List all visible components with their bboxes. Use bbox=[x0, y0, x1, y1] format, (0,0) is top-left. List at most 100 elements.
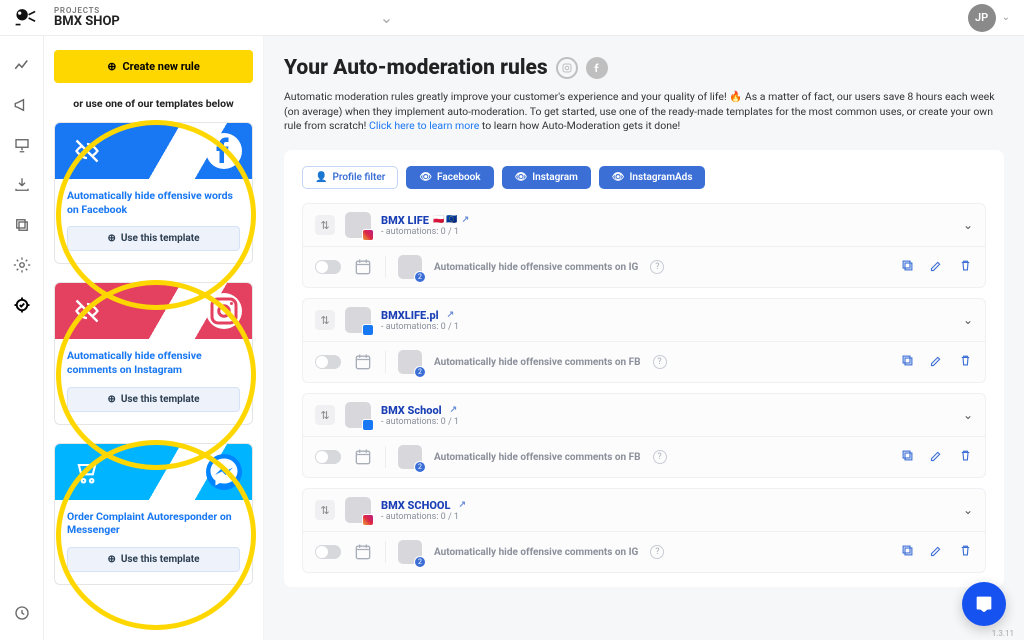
chevron-down-icon[interactable]: ⌄ bbox=[380, 8, 393, 27]
eye-icon: 👁 bbox=[515, 172, 528, 183]
profile-group: ⇅BMX LIFE 🇵🇱 🇪🇺 ↗- automations: 0 / 1⌄2A… bbox=[302, 203, 986, 288]
plus-icon: ⊕ bbox=[107, 554, 115, 565]
learn-more-link[interactable]: Click here to learn more bbox=[369, 119, 479, 132]
copy-icon[interactable] bbox=[900, 543, 915, 562]
user-avatar[interactable]: JP bbox=[968, 4, 996, 32]
user-icon: 👤 bbox=[315, 172, 327, 183]
nav-config[interactable] bbox=[11, 254, 33, 276]
rule-name: Automatically hide offensive comments on… bbox=[434, 452, 641, 463]
plus-icon: ⊕ bbox=[107, 60, 116, 73]
external-link-icon[interactable]: ↗ bbox=[462, 215, 470, 225]
use-template-button[interactable]: ⊕Use this template bbox=[67, 547, 240, 572]
rule-icon: 2 bbox=[398, 445, 422, 469]
rule-toggle[interactable] bbox=[315, 545, 341, 559]
external-link-icon[interactable]: ↗ bbox=[450, 405, 458, 415]
rule-name: Automatically hide offensive comments on… bbox=[434, 547, 638, 558]
group-header[interactable]: ⇅BMX LIFE 🇵🇱 🇪🇺 ↗- automations: 0 / 1⌄ bbox=[303, 204, 985, 246]
profile-filter-button[interactable]: 👤Profile filter bbox=[302, 166, 398, 189]
hide-icon bbox=[73, 297, 101, 325]
group-header[interactable]: ⇅BMX SCHOOL ↗- automations: 0 / 1⌄ bbox=[303, 489, 985, 531]
instagram-icon bbox=[556, 57, 578, 79]
calendar-icon[interactable] bbox=[353, 257, 373, 277]
drag-handle-icon[interactable]: ⇅ bbox=[315, 215, 335, 235]
cart-icon bbox=[73, 458, 101, 486]
chevron-down-icon[interactable]: ⌄ bbox=[963, 218, 973, 232]
group-title: BMXLIFE.pl ↗ bbox=[381, 309, 459, 322]
chevron-down-icon[interactable]: ⌄ bbox=[963, 408, 973, 422]
help-icon[interactable]: ? bbox=[650, 260, 664, 274]
rule-toggle[interactable] bbox=[315, 450, 341, 464]
profile-group: ⇅BMX SCHOOL ↗- automations: 0 / 1⌄2Autom… bbox=[302, 488, 986, 573]
facebook-icon bbox=[206, 133, 242, 169]
rule-row: 2 Automatically hide offensive comments o… bbox=[303, 531, 985, 572]
copy-icon[interactable] bbox=[900, 448, 915, 467]
calendar-icon[interactable] bbox=[353, 542, 373, 562]
edit-icon[interactable] bbox=[929, 258, 944, 277]
drag-handle-icon[interactable]: ⇅ bbox=[315, 405, 335, 425]
eye-icon: 👁 bbox=[612, 172, 625, 183]
rule-actions bbox=[900, 258, 973, 277]
calendar-icon[interactable] bbox=[353, 447, 373, 467]
chevron-down-icon[interactable]: ⌄ bbox=[963, 313, 973, 327]
edit-icon[interactable] bbox=[929, 448, 944, 467]
nav-analytics[interactable] bbox=[11, 54, 33, 76]
rule-toggle[interactable] bbox=[315, 355, 341, 369]
template-card-messenger: Order Complaint Autoresponder on Messeng… bbox=[54, 443, 253, 585]
edit-icon[interactable] bbox=[929, 543, 944, 562]
use-template-button[interactable]: ⊕Use this template bbox=[67, 226, 240, 251]
rule-icon: 2 bbox=[398, 540, 422, 564]
group-subtitle: - automations: 0 / 1 bbox=[381, 512, 466, 522]
instagram-filter-button[interactable]: 👁Instagram bbox=[502, 166, 591, 189]
facebook-icon bbox=[586, 57, 608, 79]
app-logo[interactable] bbox=[14, 5, 40, 31]
template-title: Automatically hide offensive comments on… bbox=[67, 349, 240, 376]
help-icon[interactable]: ? bbox=[650, 545, 664, 559]
delete-icon[interactable] bbox=[958, 543, 973, 562]
main-content: Your Auto-moderation rules Automatic mod… bbox=[264, 36, 1024, 640]
help-icon[interactable]: ? bbox=[653, 355, 667, 369]
external-link-icon[interactable]: ↗ bbox=[447, 310, 455, 320]
profile-icon bbox=[345, 212, 371, 238]
profile-icon bbox=[345, 307, 371, 333]
delete-icon[interactable] bbox=[958, 353, 973, 372]
messenger-icon bbox=[206, 454, 242, 490]
nav-presentation[interactable] bbox=[11, 134, 33, 156]
plus-icon: ⊕ bbox=[107, 394, 115, 405]
facebook-filter-button[interactable]: 👁Facebook bbox=[406, 166, 493, 189]
copy-icon[interactable] bbox=[900, 353, 915, 372]
rule-toggle[interactable] bbox=[315, 260, 341, 274]
template-title: Order Complaint Autoresponder on Messeng… bbox=[67, 510, 240, 537]
rule-row: 2 Automatically hide offensive comments o… bbox=[303, 436, 985, 477]
drag-handle-icon[interactable]: ⇅ bbox=[315, 500, 335, 520]
use-template-button[interactable]: ⊕Use this template bbox=[67, 387, 240, 412]
filter-row: 👤Profile filter 👁Facebook 👁Instagram 👁In… bbox=[302, 166, 986, 189]
drag-handle-icon[interactable]: ⇅ bbox=[315, 310, 335, 330]
create-rule-button[interactable]: ⊕ Create new rule bbox=[54, 50, 253, 83]
external-link-icon[interactable]: ↗ bbox=[458, 500, 466, 510]
instagramads-filter-button[interactable]: 👁InstagramAds bbox=[599, 166, 706, 189]
calendar-icon[interactable] bbox=[353, 352, 373, 372]
group-title: BMX School ↗ bbox=[381, 404, 459, 417]
nav-download[interactable] bbox=[11, 174, 33, 196]
edit-icon[interactable] bbox=[929, 353, 944, 372]
delete-icon[interactable] bbox=[958, 258, 973, 277]
delete-icon[interactable] bbox=[958, 448, 973, 467]
instagram-icon bbox=[206, 293, 242, 329]
copy-icon[interactable] bbox=[900, 258, 915, 277]
intercom-button[interactable] bbox=[962, 582, 1006, 626]
eye-icon: 👁 bbox=[419, 172, 432, 183]
chevron-down-icon[interactable]: ⌄ bbox=[1002, 12, 1010, 23]
nav-automod[interactable] bbox=[11, 294, 33, 316]
group-header[interactable]: ⇅BMX School ↗- automations: 0 / 1⌄ bbox=[303, 394, 985, 436]
group-subtitle: - automations: 0 / 1 bbox=[381, 322, 459, 332]
nav-copy[interactable] bbox=[11, 214, 33, 236]
help-icon[interactable]: ? bbox=[653, 450, 667, 464]
nav-megaphone[interactable] bbox=[11, 94, 33, 116]
nav-history[interactable] bbox=[11, 602, 33, 624]
rule-actions bbox=[900, 353, 973, 372]
rules-panel: 👤Profile filter 👁Facebook 👁Instagram 👁In… bbox=[284, 150, 1004, 587]
template-card-facebook: Automatically hide offensive words on Fa… bbox=[54, 122, 253, 264]
group-header[interactable]: ⇅ BMXLIFE.pl ↗- automations: 0 / 1 ⌄ bbox=[303, 299, 985, 341]
project-selector[interactable]: PROJECTS BMX SHOP bbox=[54, 6, 120, 29]
chevron-down-icon[interactable]: ⌄ bbox=[963, 503, 973, 517]
